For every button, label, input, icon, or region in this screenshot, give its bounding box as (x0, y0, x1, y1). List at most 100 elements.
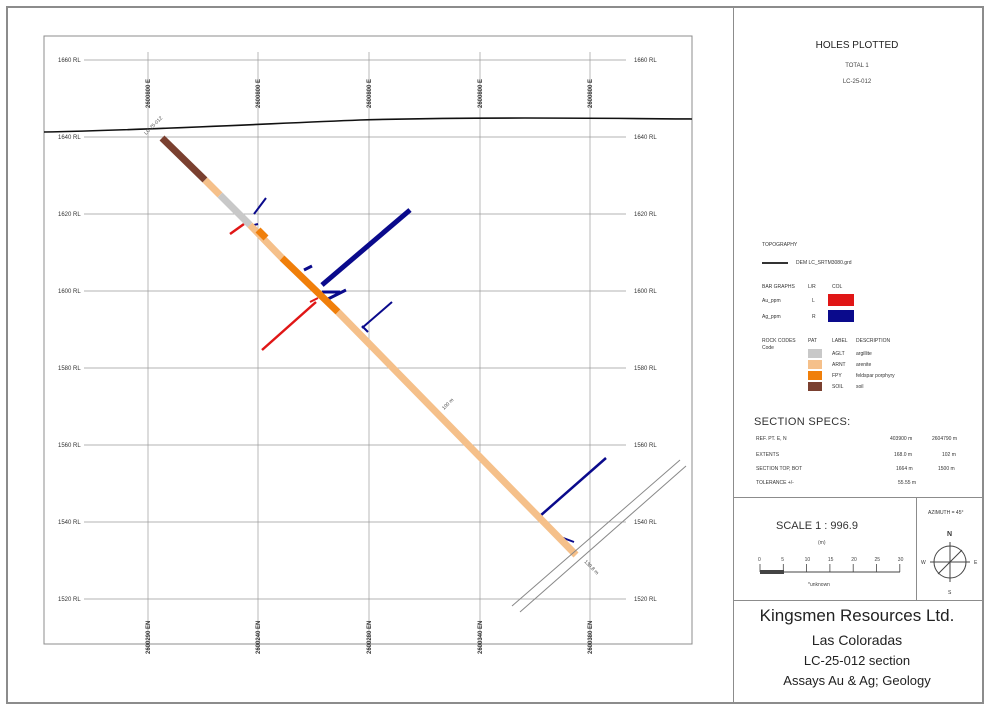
bottom-northing-label: 2600380 EN (588, 621, 594, 654)
rock-label-soil: SOIL (832, 384, 844, 390)
spec-ref-v2: 2604790 m (932, 436, 958, 442)
company-name: Kingsmen Resources Ltd. (759, 606, 955, 625)
scale-bar: 0 5 10 15 20 25 30 (758, 557, 904, 574)
topography-file: DEM LC_SRTM3080.grd (796, 260, 852, 266)
rl-label-right: 1600 RL (634, 289, 657, 295)
scale-title: SCALE 1 : 996.9 (776, 520, 858, 532)
pat-heading: PAT (808, 338, 817, 344)
collar-label: LC-25-012 (143, 115, 164, 136)
section-axis-labels: 1660 RL 1660 RL 1640 RL 1640 RL 1620 RL 1620 … (58, 58, 657, 654)
gold-assay-bars (229, 222, 319, 351)
bar-au-side: L (812, 298, 815, 304)
topography-line (43, 117, 693, 133)
map-subtitle: Assays Au & Ag; Geology (783, 673, 931, 688)
rl-label-left: 1520 RL (58, 597, 81, 603)
top-easting-label: 2600800 E (588, 79, 594, 108)
compass-w: W (921, 560, 926, 566)
drill-hole-trace (159, 135, 579, 558)
soil-swatch (808, 382, 822, 391)
spec-extents-v2: 102 m (942, 452, 956, 458)
rock-label-fpy: FPY (832, 373, 842, 379)
rl-label-left: 1580 RL (58, 366, 81, 372)
spec-ref-v1: 403900 m (890, 436, 913, 442)
section-specs-title: SECTION SPECS: (754, 416, 851, 428)
bar-ag-name: Ag_ppm (762, 314, 781, 320)
azimuth-label: AZIMUTH = 45° (928, 510, 964, 516)
scale-tick-label: 20 (851, 557, 857, 563)
section-frame (43, 35, 693, 645)
rock-codes-sub: Code (762, 345, 774, 351)
top-easting-label: 2600800 E (367, 79, 373, 108)
bottom-northing-label: 2600340 EN (478, 621, 484, 654)
rl-label-right: 1520 RL (634, 597, 657, 603)
arenite-interval-mid (247, 222, 285, 261)
scale-tick-label: 10 (805, 557, 811, 563)
rock-desc-aglt: argillite (856, 351, 872, 357)
rock-desc-arnt: arenite (856, 362, 872, 368)
top-easting-label: 2600800 E (146, 79, 152, 108)
porphyry-interval (279, 255, 341, 315)
bottom-northing-label: 2600290 EN (146, 621, 152, 654)
silver-swatch (828, 310, 854, 322)
depth-ruler (511, 459, 687, 613)
bar-graphs-col: COL (832, 284, 843, 290)
spec-extents-v1: 168.0 m (894, 452, 913, 458)
rl-label-left: 1560 RL (58, 443, 81, 449)
bar-graphs-heading: BAR GRAPHS (762, 284, 795, 290)
silver-assay-bars (249, 197, 607, 543)
holes-plotted-block: HOLES PLOTTED TOTAL 1 LC-25-012 (736, 30, 978, 85)
bar-graphs-lr: L/R (808, 284, 816, 290)
rl-label-left: 1640 RL (58, 135, 81, 141)
label-heading: LABEL (832, 338, 848, 344)
rl-label-right: 1660 RL (634, 58, 657, 64)
compass-icon: N S W E (921, 531, 978, 596)
scale-unit: (m) (818, 540, 826, 546)
rl-label-left: 1660 RL (58, 58, 81, 64)
rl-label-left: 1620 RL (58, 212, 81, 218)
porphyry-interval-small (255, 227, 269, 241)
arenite-swatch (808, 360, 822, 369)
depth-label: 100 m (441, 397, 455, 411)
scale-tick-label: 0 (758, 557, 761, 563)
holes-total: TOTAL 1 (845, 63, 869, 69)
topography-swatch (762, 262, 788, 264)
azimuth-divider (916, 498, 917, 600)
bottom-northing-label: 2600280 EN (367, 621, 373, 654)
rock-label-arnt: ARNT (832, 362, 846, 368)
spec-tolerance-v1: 55.55 m (898, 480, 917, 486)
spec-ref-label: REF. PT. E, N (756, 436, 787, 442)
rock-codes-heading: ROCK CODES (762, 338, 796, 344)
title-block: Kingsmen Resources Ltd. Las Coloradas LC… (736, 604, 978, 688)
bar-ag-side: R (812, 314, 816, 320)
spec-extents-label: EXTENTS (756, 452, 780, 458)
arenite-interval-upper (202, 177, 223, 198)
section-name: LC-25-012 section (803, 653, 911, 668)
compass-n: N (947, 531, 952, 538)
rl-label-right: 1640 RL (634, 135, 657, 141)
rl-label-right: 1560 RL (634, 443, 657, 449)
description-heading: DESCRIPTION (856, 338, 891, 344)
spec-tolerance-label: TOLERANCE +/- (756, 480, 794, 486)
holes-plotted-heading: HOLES PLOTTED (815, 40, 899, 51)
scale-divider (734, 600, 982, 601)
section-grid (84, 52, 626, 650)
title-panel-divider (733, 8, 734, 702)
spec-topbot-v2: 1500 m (938, 466, 955, 472)
arenite-interval-lower (335, 309, 579, 558)
spec-topbot-v1: 1664 m (896, 466, 913, 472)
rl-label-right: 1540 RL (634, 520, 657, 526)
rl-label-right: 1620 RL (634, 212, 657, 218)
scale-tick-label: 25 (875, 557, 881, 563)
scale-caption: *unknown (808, 582, 830, 588)
rock-desc-fpy: feldspar porphyry (856, 373, 895, 379)
bar-au-name: Au_ppm (762, 298, 781, 304)
specs-divider (734, 497, 982, 498)
argillite-interval (217, 192, 253, 228)
rock-label-aglt: AGLT (832, 351, 845, 357)
project-name: Las Coloradas (811, 632, 903, 648)
rl-label-left: 1540 RL (58, 520, 81, 526)
argillite-swatch (808, 349, 822, 358)
top-easting-label: 2600800 E (478, 79, 484, 108)
scale-tick-label: 30 (898, 557, 904, 563)
top-easting-label: 2600800 E (256, 79, 262, 108)
